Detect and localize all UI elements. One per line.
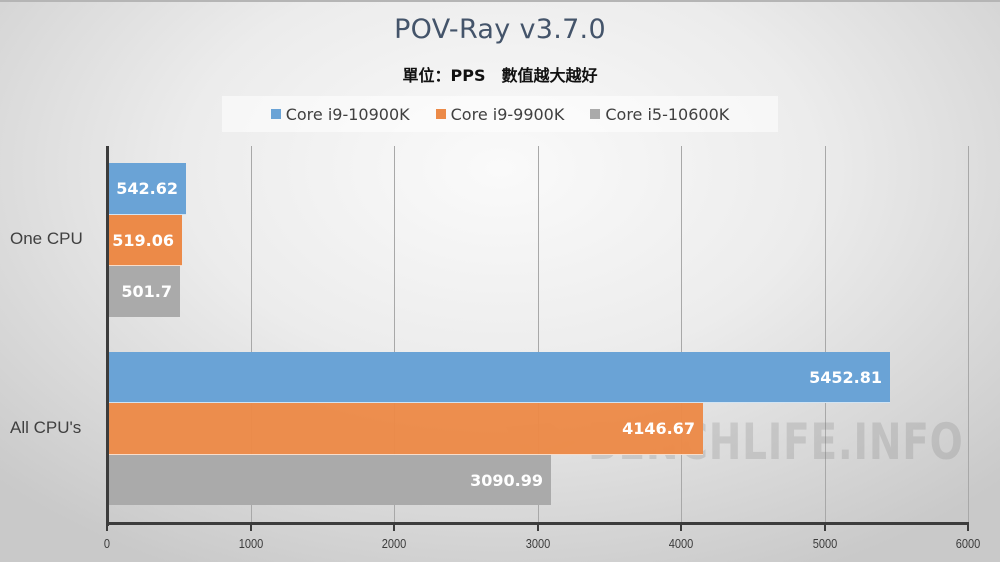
y-axis bbox=[106, 146, 109, 526]
legend-item-i9-10900k: Core i9-10900K bbox=[270, 104, 410, 124]
chart-title: POV-Ray v3.7.0 bbox=[394, 14, 606, 45]
category-label-all-cpus: All CPU's bbox=[10, 418, 82, 437]
x-tick bbox=[393, 522, 395, 531]
legend-item-i5-10600k: Core i5-10600K bbox=[590, 105, 729, 124]
bar-all-cpus-i9-10900k: 5452.81 bbox=[108, 352, 890, 403]
bar-value-label: 542.62 bbox=[116, 179, 178, 198]
bar-value-label: 501.7 bbox=[121, 282, 172, 301]
gridline bbox=[681, 146, 682, 523]
x-tick-label: 3000 bbox=[525, 536, 551, 551]
gridline bbox=[394, 146, 395, 523]
top-border bbox=[0, 0, 1000, 2]
x-tick bbox=[967, 522, 969, 531]
x-tick bbox=[680, 522, 682, 531]
bar-all-cpus-i5-10600k: 3090.99 bbox=[108, 455, 551, 505]
legend-swatch-icon bbox=[270, 109, 281, 119]
legend-swatch-icon bbox=[590, 109, 601, 119]
x-tick bbox=[824, 522, 826, 531]
x-tick bbox=[106, 522, 108, 531]
gridline bbox=[251, 146, 252, 523]
x-tick bbox=[250, 522, 252, 531]
x-tick-label: 4000 bbox=[668, 536, 694, 551]
legend-label: Core i9-10900K bbox=[285, 104, 410, 124]
bar-value-label: 5452.81 bbox=[809, 367, 882, 387]
bar-one-cpu-i9-9900k: 519.06 bbox=[108, 215, 182, 266]
bar-value-label: 4146.67 bbox=[622, 419, 695, 438]
gridline bbox=[968, 146, 969, 523]
x-tick-label: 6000 bbox=[955, 536, 981, 551]
x-tick-label: 5000 bbox=[812, 536, 838, 551]
legend-label: Core i5-10600K bbox=[605, 104, 730, 124]
x-tick-label: 0 bbox=[103, 536, 111, 551]
gridline bbox=[825, 146, 826, 523]
legend: Core i9-10900K Core i9-9900K Core i5-106… bbox=[222, 96, 778, 132]
legend-item-i9-9900k: Core i9-9900K bbox=[435, 104, 565, 124]
bar-one-cpu-i5-10600k: 501.7 bbox=[108, 266, 180, 317]
bar-value-label: 3090.99 bbox=[470, 470, 543, 490]
bar-all-cpus-i9-9900k: 4146.67 bbox=[108, 403, 703, 455]
bar-value-label: 519.06 bbox=[112, 230, 174, 250]
x-tick-label: 2000 bbox=[381, 536, 407, 551]
bar-one-cpu-i9-10900k: 542.62 bbox=[108, 163, 186, 215]
x-tick-label: 1000 bbox=[238, 536, 264, 551]
chart-subtitle: 單位：PPS 數值越大越好 bbox=[402, 66, 598, 85]
category-label-one-cpu: One CPU bbox=[10, 229, 83, 248]
gridline bbox=[538, 146, 539, 523]
x-tick bbox=[537, 522, 539, 531]
legend-swatch-icon bbox=[435, 109, 446, 119]
legend-label: Core i9-9900K bbox=[450, 104, 565, 124]
